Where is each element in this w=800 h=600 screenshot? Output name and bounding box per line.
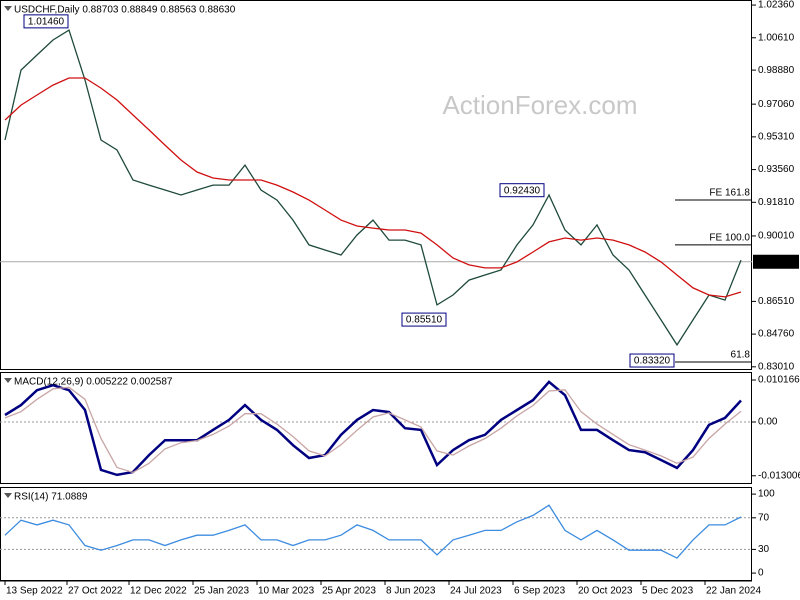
- x-tick-label: 25 Jan 2023: [194, 586, 249, 597]
- annotation-label: 1.01460: [28, 17, 65, 28]
- y-tick-label: 0.95310: [758, 131, 795, 142]
- level-label: FE 100.0: [709, 233, 750, 244]
- series-line: [4, 29, 742, 347]
- annotation-box: [629, 353, 675, 368]
- y-tick-label: 0.86510: [758, 296, 795, 307]
- y-tick-label: 0.98880: [758, 65, 795, 76]
- y-tick-label: 0.91810: [758, 197, 795, 208]
- series-line: [4, 380, 742, 477]
- y-tick-label: 0: [758, 568, 764, 579]
- x-tick-label: 22 Jan 2024: [706, 586, 761, 597]
- panel-frame: [0, 0, 752, 370]
- y-tick-label: 1.02360: [758, 0, 795, 11]
- annotation-box: [401, 312, 447, 327]
- annotation-box: [499, 183, 545, 198]
- level-label: FE 161.8: [709, 188, 750, 199]
- panel-title: RSI(14) 71.0889: [14, 492, 88, 503]
- last-price-label: 0.88630: [757, 256, 794, 267]
- level-label: 61.8: [731, 350, 751, 361]
- y-tick-label: 0.97060: [758, 99, 795, 110]
- series-line: [4, 504, 742, 559]
- y-tick-label: 0.010166: [758, 375, 800, 386]
- y-tick-label: 1.00610: [758, 32, 795, 43]
- x-tick-label: 6 Sep 2023: [514, 586, 566, 597]
- x-tick-label: 12 Dec 2022: [130, 586, 187, 597]
- title-icon: [4, 493, 12, 498]
- series-line: [4, 77, 742, 298]
- x-tick-label: 20 Oct 2023: [578, 586, 633, 597]
- annotation-label: 0.92430: [504, 185, 541, 196]
- x-tick-label: 8 Jun 2023: [386, 586, 436, 597]
- y-tick-label: 100: [758, 489, 775, 500]
- y-tick-label: 70: [758, 512, 770, 523]
- x-tick-label: 25 Apr 2023: [322, 586, 376, 597]
- x-tick-label: 13 Sep 2022: [6, 586, 63, 597]
- x-tick-label: 10 Mar 2023: [258, 586, 315, 597]
- annotation-box: [23, 14, 69, 29]
- y-tick-label: 0.83010: [758, 361, 795, 372]
- annotation-label: 0.83320: [634, 356, 671, 367]
- y-tick-label: 30: [758, 544, 770, 555]
- title-icon: [4, 6, 12, 11]
- y-tick-label: 0.84760: [758, 329, 795, 340]
- annotation-label: 0.85510: [406, 315, 443, 326]
- y-tick-label: 0.93560: [758, 164, 795, 175]
- y-tick-label: -0.013006: [758, 470, 800, 481]
- panel-title: MACD(12,26,9) 0.005222 0.002587: [14, 377, 173, 388]
- x-tick-label: 5 Dec 2023: [642, 586, 694, 597]
- x-tick-label: 27 Oct 2022: [68, 586, 123, 597]
- x-tick-label: 24 Jul 2023: [450, 586, 502, 597]
- panel-frame: [0, 372, 752, 484]
- y-tick-label: 0.90010: [758, 231, 795, 242]
- series-line: [4, 386, 742, 474]
- panel-title: USDCHF,Daily 0.88703 0.88849 0.88563 0.8…: [14, 5, 236, 16]
- last-price-box: [753, 254, 799, 269]
- title-icon: [4, 378, 12, 383]
- y-tick-label: 0.00: [758, 417, 778, 428]
- watermark: ActionForex.com: [442, 90, 637, 120]
